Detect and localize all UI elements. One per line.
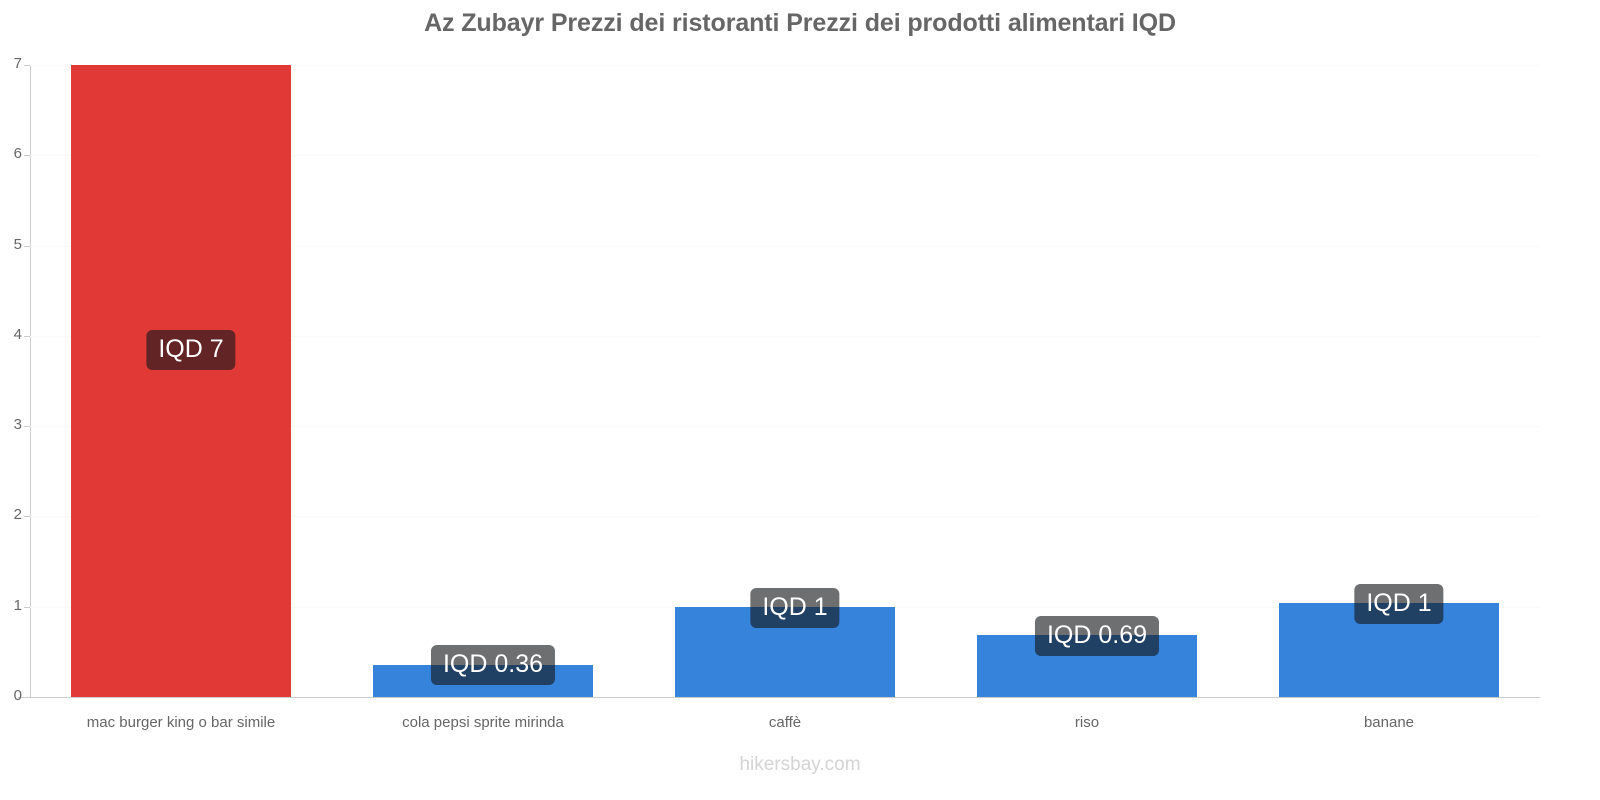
- bar-value-label: IQD 7: [146, 330, 236, 370]
- footer-credit: hikersbay.com: [739, 754, 861, 775]
- bar-value-label: IQD 1: [750, 587, 840, 628]
- chart-title: Az Zubayr Prezzi dei ristoranti Prezzi d…: [424, 9, 1176, 37]
- y-axis-tick-label: 2: [13, 506, 22, 524]
- bar-value-label: IQD 0.36: [430, 645, 556, 686]
- y-axis-tick-label: 0: [13, 687, 22, 704]
- y-axis-tick-label: 5: [13, 235, 22, 253]
- gridline: [30, 426, 1540, 427]
- gridline: [30, 155, 1540, 156]
- bar-value-label: IQD 0.69: [1034, 615, 1160, 656]
- x-axis-category-label: riso: [1074, 714, 1100, 731]
- gridline: [30, 336, 1540, 337]
- x-axis-category-label: cola pepsi sprite mirinda: [402, 714, 564, 731]
- y-axis-tick-label: 6: [13, 145, 22, 163]
- x-axis-category-label: caffè: [768, 714, 802, 731]
- y-axis-tick-label: 3: [13, 416, 22, 434]
- x-axis-category-label: mac burger king o bar simile: [86, 714, 276, 731]
- bar[interactable]: [71, 65, 291, 697]
- y-axis-tick-label: 1: [13, 596, 22, 614]
- y-axis-tick-label: 7: [13, 55, 22, 72]
- gridline: [30, 65, 1540, 66]
- y-axis-tick-mark: [24, 426, 30, 427]
- y-axis-tick-mark: [24, 336, 30, 337]
- bar-value-label: IQD 1: [1354, 584, 1444, 625]
- y-axis-tick-mark: [24, 246, 30, 247]
- y-axis-tick-mark: [24, 155, 30, 156]
- x-axis-category-label: banane: [1363, 714, 1415, 731]
- y-axis-tick-mark: [24, 65, 30, 66]
- x-axis-line: [18, 697, 1540, 698]
- y-axis-tick-mark: [24, 697, 30, 698]
- y-axis-tick-label: 4: [13, 325, 22, 343]
- gridline: [30, 516, 1540, 517]
- gridline: [30, 246, 1540, 247]
- y-axis-tick-mark: [24, 607, 30, 608]
- y-axis-tick-mark: [24, 516, 30, 517]
- y-axis-line: [30, 65, 31, 698]
